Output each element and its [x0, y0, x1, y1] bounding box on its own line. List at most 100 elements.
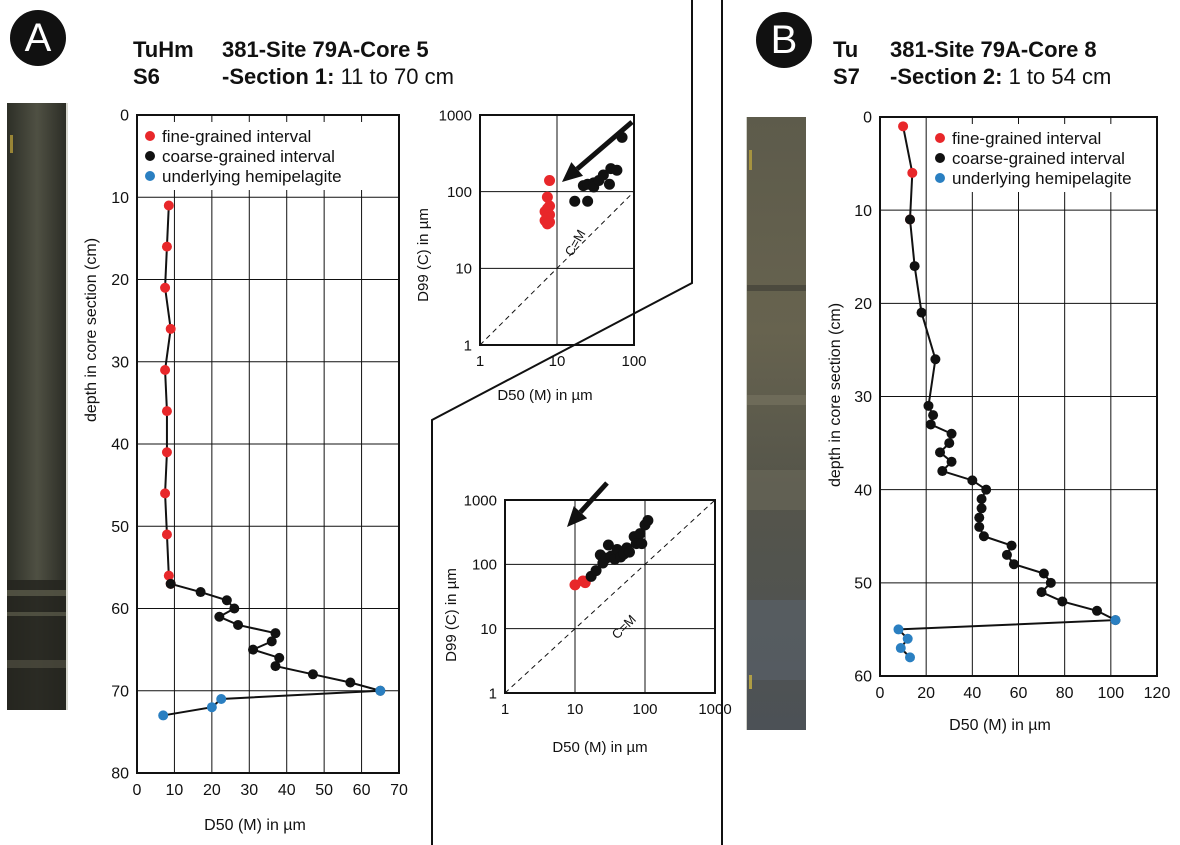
profileA-point	[229, 603, 240, 614]
profileA-xtick-label: 60	[353, 782, 371, 799]
profileA-point	[266, 636, 277, 647]
profileA-point	[233, 619, 244, 630]
profileB-xtick-label: 0	[876, 685, 885, 702]
profileB-point	[907, 167, 918, 178]
profileB-xaxis-label: D50 (M) in µm	[949, 717, 1051, 734]
profileA-point	[206, 702, 217, 713]
profileA-xtick-label: 10	[166, 782, 184, 799]
scatterB-point	[590, 565, 602, 577]
scatterB-frame	[504, 499, 716, 694]
profileA-ytick-label: 80	[111, 766, 129, 783]
profileA-ytick-label: 70	[111, 683, 129, 700]
profileA-legend-marker	[145, 151, 155, 161]
profileA-point	[274, 652, 285, 663]
profileB-point	[930, 354, 941, 365]
profileB-yaxis-label: depth in core section (cm)	[827, 303, 844, 487]
scatterA-reference-line	[479, 191, 635, 346]
profileA-legend-marker	[145, 171, 155, 181]
scatterA-point	[544, 174, 556, 186]
profileA-point	[307, 669, 318, 680]
profileA-point	[161, 447, 172, 458]
scatterB-xtick-label: 1	[501, 701, 509, 718]
profileA-point	[163, 200, 174, 211]
profileB-ytick-label: 50	[854, 575, 872, 592]
profileB-point	[974, 512, 985, 523]
profileA-point	[160, 364, 171, 375]
profileB-point	[909, 261, 920, 272]
profileB-legend-label: underlying hemipelagite	[952, 169, 1132, 188]
profileB-xtick-label: 100	[1097, 685, 1124, 702]
scatterB-chart: 1 10 100 1000 1 10 100 1000 D50 (M) in µm D99 (C)…	[443, 481, 732, 756]
core-photo-b	[746, 117, 806, 730]
profileB-point	[1038, 568, 1049, 579]
profileB-frame	[879, 116, 1158, 677]
profileA-point	[161, 406, 172, 417]
scatterA-point	[541, 218, 553, 230]
profileB-profile-line	[896, 126, 1120, 659]
profileB-point	[937, 466, 948, 477]
scatterA-frame	[479, 114, 635, 346]
profileA-ytick-label: 20	[111, 272, 129, 289]
scatterA-ytick-label: 100	[447, 184, 472, 201]
profileB-legend-label: coarse-grained interval	[952, 149, 1125, 168]
scatterA-series-0	[539, 174, 556, 230]
profileB-point	[935, 447, 946, 458]
profileA-ytick-label: 40	[111, 437, 129, 454]
scatterB-series-1	[585, 515, 654, 582]
profileA-point	[163, 570, 174, 581]
scatterA-yaxis-label: D99 (C) in µm	[415, 208, 432, 302]
scatterA-ytick-label: 1	[464, 337, 472, 354]
profileB-grid	[879, 116, 1158, 677]
profileB-ytick-label: 30	[854, 389, 872, 406]
profileA-ytick-label: 50	[111, 519, 129, 536]
scatterB-point	[634, 528, 646, 540]
profileB-point	[944, 438, 955, 449]
profileA-ytick-label: 60	[111, 601, 129, 618]
profileA-point	[214, 611, 225, 622]
scatterA-xaxis-label: D50 (M) in µm	[497, 387, 592, 404]
panel-dividers	[431, 0, 723, 845]
profileB-point	[1110, 615, 1121, 626]
profileA-xtick-label: 40	[278, 782, 296, 799]
scatterB-arrow-head	[567, 506, 588, 527]
scatterA-reference-label: C=M	[562, 227, 589, 259]
scatterA-xtick-label: 1	[476, 353, 484, 370]
profileB-point	[923, 400, 934, 411]
profileA-series-1	[165, 578, 386, 696]
scatterA-point	[582, 195, 594, 207]
scatterA-point	[603, 178, 615, 190]
profileB-point	[902, 633, 913, 644]
scatterB-point	[602, 539, 614, 551]
profileB-point	[905, 214, 916, 225]
profileB-series-2	[893, 615, 1121, 663]
panel-a-badge: A	[10, 10, 66, 66]
profileB-point	[1057, 596, 1068, 607]
profileB-ytick-label: 0	[863, 110, 872, 127]
panel-b-title-line-2: -Section 2: 1 to 54 cm	[890, 64, 1112, 89]
profileB-point	[976, 493, 987, 504]
profileB-series-1	[905, 214, 1121, 626]
profileB-xtick-label: 40	[963, 685, 981, 702]
scatterA-arrow-head	[562, 162, 584, 182]
scatterB-arrow-shaft	[578, 481, 609, 514]
profileB-xtick-label: 80	[1056, 685, 1074, 702]
profileB-legend-marker	[935, 173, 945, 183]
profileB-xtick-label: 120	[1144, 685, 1171, 702]
profileA-xtick-label: 0	[133, 782, 142, 799]
profileA-xtick-label: 70	[390, 782, 408, 799]
panel-b-title-line-1: 381-Site 79A-Core 8	[890, 37, 1097, 62]
scatterA-point	[541, 191, 553, 203]
profileA-legend-box	[140, 122, 385, 190]
scatterA-point	[597, 169, 609, 181]
profileB-point	[981, 484, 992, 495]
scatterB-reference-label: C=M	[609, 612, 639, 642]
scatterB-yaxis-label: D99 (C) in µm	[443, 568, 460, 662]
profileA-point	[165, 323, 176, 334]
profileB-point	[1036, 587, 1047, 598]
profileB-legend-marker	[935, 133, 945, 143]
profileB-point	[1001, 549, 1012, 560]
profileB-ytick-label: 10	[854, 203, 872, 220]
